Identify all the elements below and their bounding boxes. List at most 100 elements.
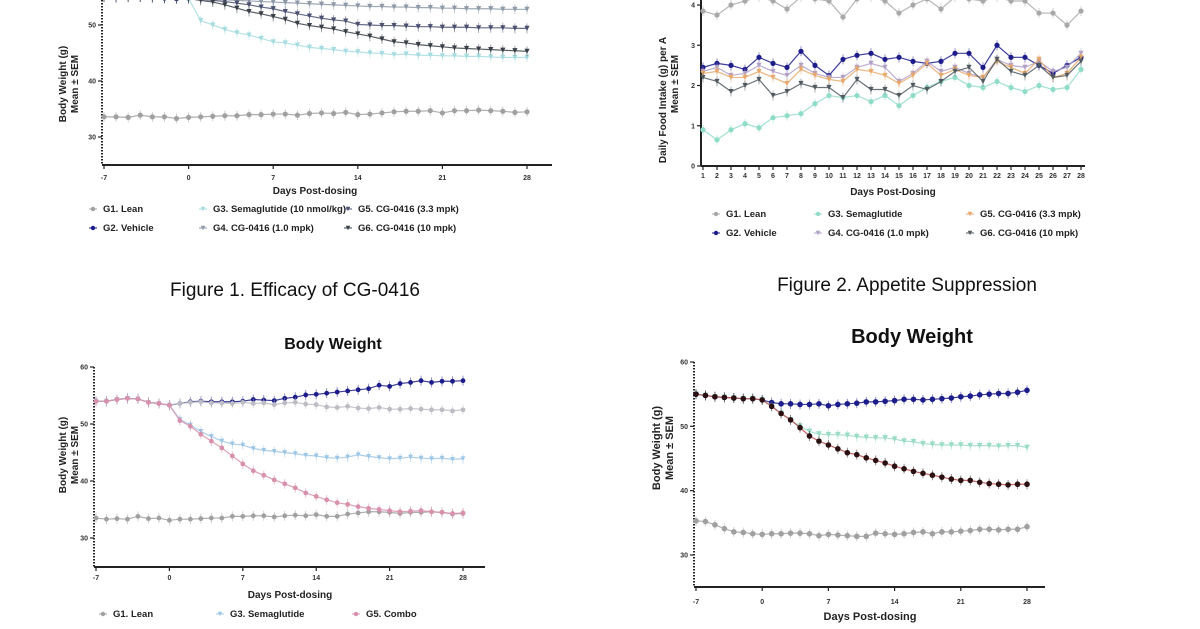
- series-g4-cg-0416-1-0-mpk-: [700, 48, 1084, 87]
- data-point: [784, 6, 790, 12]
- data-point: [234, 5, 240, 11]
- data-point: [910, 529, 917, 536]
- data-point: [872, 435, 879, 441]
- data-point: [167, 402, 172, 408]
- data-point: [853, 451, 860, 458]
- data-point: [250, 401, 256, 406]
- data-point: [271, 514, 277, 520]
- data-point: [270, 111, 276, 117]
- x-tick-label: 1: [701, 173, 705, 180]
- data-point: [939, 395, 945, 402]
- data-point: [749, 395, 756, 402]
- data-point: [980, 78, 986, 85]
- x-tick-label: 28: [1077, 173, 1085, 180]
- series-line: [702, 44, 1082, 77]
- series-g1-lean: [700, 0, 1084, 31]
- data-point: [397, 381, 403, 386]
- data-point: [113, 114, 119, 120]
- series-line: [104, 109, 528, 120]
- data-point: [93, 398, 99, 404]
- data-point: [488, 54, 494, 60]
- legend-item: G5. CG-0416 (3.3 mpk): [966, 209, 1081, 220]
- data-point: [863, 533, 870, 540]
- data-point: [500, 108, 506, 114]
- data-point: [125, 395, 130, 401]
- data-point: [749, 530, 756, 537]
- data-point: [854, 92, 860, 99]
- data-point: [217, 611, 223, 617]
- data-point: [318, 45, 325, 52]
- data-point: [958, 442, 964, 448]
- legend-label: G1. Lean: [113, 609, 153, 620]
- data-point: [306, 44, 313, 50]
- data-point: [825, 431, 832, 438]
- data-point: [868, 68, 874, 75]
- data-point: [910, 396, 917, 403]
- data-point: [439, 5, 445, 11]
- y-tick-label: 50: [680, 424, 688, 431]
- data-point: [1005, 526, 1011, 533]
- data-point: [844, 532, 851, 539]
- data-point: [512, 6, 518, 12]
- x-tick-label: 22: [993, 173, 1001, 180]
- data-point: [702, 518, 709, 525]
- data-point: [952, 68, 958, 75]
- data-point: [294, 20, 300, 26]
- data-point: [798, 111, 804, 117]
- data-point: [995, 481, 1002, 488]
- data-point: [712, 393, 718, 400]
- data-point: [853, 433, 860, 440]
- data-point: [952, 74, 958, 81]
- data-point: [366, 386, 372, 392]
- series-unlabeled-1: [93, 375, 466, 411]
- data-point: [714, 12, 720, 18]
- legend-item: G2. Vehicle: [712, 228, 777, 239]
- data-point: [995, 443, 1002, 450]
- data-point: [476, 53, 482, 59]
- data-point: [1022, 72, 1028, 79]
- data-point: [355, 405, 361, 411]
- x-tick-label: 17: [923, 173, 931, 180]
- legend-item: G3. Semaglutide (10 nmol/kg): [199, 204, 346, 215]
- legend-label: G1. Lean: [103, 204, 143, 215]
- y-axis-label: Body Weight (g): [58, 417, 69, 493]
- data-point: [1064, 22, 1070, 28]
- data-point: [429, 509, 434, 515]
- data-point: [460, 456, 466, 462]
- data-point: [229, 441, 235, 447]
- data-point: [952, 50, 958, 56]
- data-point: [427, 108, 433, 114]
- x-tick-label: 6: [771, 173, 775, 180]
- data-point: [355, 31, 361, 37]
- data-point: [958, 528, 964, 534]
- data-point: [391, 52, 397, 58]
- data-point: [524, 109, 530, 115]
- data-point: [408, 508, 413, 514]
- data-point: [418, 508, 424, 514]
- data-point: [250, 446, 256, 451]
- data-point: [403, 23, 409, 29]
- data-point: [835, 532, 841, 538]
- data-point: [258, 4, 264, 10]
- data-point: [125, 114, 131, 120]
- data-point: [844, 449, 851, 456]
- data-point: [427, 24, 433, 30]
- y-tick-label: 30: [80, 536, 88, 543]
- x-tick-label: 28: [1023, 599, 1031, 606]
- data-point: [759, 531, 765, 538]
- series-line: [702, 56, 1082, 85]
- series-line: [188, 0, 527, 59]
- data-point: [439, 378, 445, 384]
- data-point: [261, 472, 267, 478]
- data-point: [156, 515, 162, 521]
- data-point: [208, 400, 214, 406]
- data-point: [451, 53, 458, 59]
- data-point: [939, 442, 945, 448]
- data-point: [101, 114, 107, 120]
- data-point: [476, 107, 482, 113]
- data-point: [967, 477, 974, 484]
- data-point: [524, 25, 530, 31]
- data-point: [713, 211, 719, 217]
- data-point: [920, 397, 926, 403]
- data-point: [882, 398, 888, 405]
